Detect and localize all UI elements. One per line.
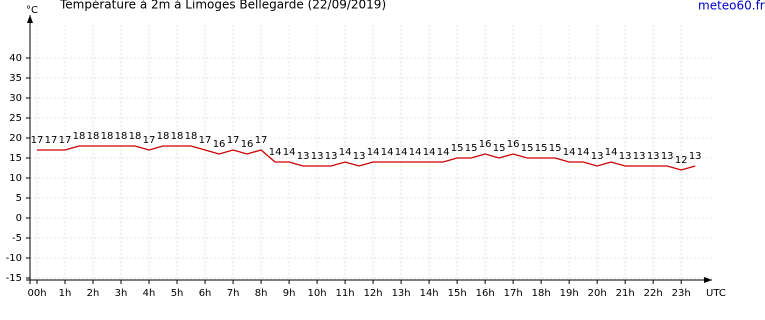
data-label: 17 [255,135,268,146]
data-label: 13 [689,151,702,162]
data-label: 16 [241,139,254,150]
x-tick-label: 23h [672,288,691,299]
data-label: 14 [437,147,450,158]
data-label: 18 [129,131,142,142]
x-tick-label: 4h [143,288,156,299]
data-label: 13 [297,151,310,162]
data-label: 14 [423,147,436,158]
data-label: 18 [185,131,198,142]
data-label: 15 [451,143,464,154]
x-tick-label: 6h [199,288,212,299]
data-label: 14 [269,147,282,158]
y-tick-label: 10 [9,173,22,184]
x-tick-label: 1h [59,288,72,299]
data-label: 18 [115,131,128,142]
data-label: 12 [675,155,688,166]
x-tick-label: 18h [532,288,551,299]
x-tick-label: 5h [171,288,184,299]
x-tick-label: 19h [560,288,579,299]
y-tick-label: -5 [12,233,22,244]
source: meteo60.fr [698,0,765,13]
data-label: 15 [535,143,548,154]
x-tick-label: 10h [308,288,327,299]
x-tick-label: 00h [27,288,46,299]
data-label: 14 [409,147,422,158]
data-label: 18 [73,131,86,142]
data-label: 13 [325,151,338,162]
y-tick-label: 20 [9,133,22,144]
data-label: 15 [549,143,562,154]
x-tick-label: 20h [588,288,607,299]
data-label: 13 [661,151,674,162]
data-label: 15 [465,143,478,154]
data-label: 14 [563,147,576,158]
x-tick-label: 11h [336,288,355,299]
data-label: 14 [339,147,352,158]
y-tick-label: 25 [9,113,22,124]
chart-title: Température à 2m à Limoges Bellegarde (2… [59,0,386,12]
data-label: 16 [479,139,492,150]
data-label: 14 [395,147,408,158]
x-tick-label: 22h [644,288,663,299]
x-axis-label: UTC [706,288,726,299]
x-tick-label: 2h [87,288,100,299]
y-tick-label: 40 [9,53,22,64]
data-label: 17 [227,135,240,146]
y-tick-label: -10 [6,253,22,264]
data-label: 14 [577,147,590,158]
data-label: 16 [213,139,226,150]
y-axis-label: °C [26,5,38,16]
data-label: 14 [283,147,296,158]
y-tick-label: -15 [6,273,22,284]
y-tick-label: 15 [9,153,22,164]
data-label: 14 [381,147,394,158]
x-tick-label: 15h [448,288,467,299]
data-label: 15 [521,143,534,154]
y-tick-label: 35 [9,73,22,84]
x-tick-label: 9h [283,288,296,299]
data-label: 17 [31,135,44,146]
data-label: 13 [353,151,366,162]
x-tick-label: 14h [420,288,439,299]
x-tick-label: 21h [616,288,635,299]
x-tick-label: 17h [504,288,523,299]
x-tick-label: 3h [115,288,128,299]
data-label: 13 [647,151,660,162]
data-label: 17 [199,135,212,146]
x-tick-label: 7h [227,288,240,299]
data-label: 16 [507,139,520,150]
data-label: 17 [143,135,156,146]
data-label: 18 [101,131,114,142]
y-tick-label: 30 [9,93,22,104]
data-label: 14 [367,147,380,158]
data-label: 15 [493,143,506,154]
data-label: 13 [311,151,324,162]
x-tick-label: 13h [392,288,411,299]
data-label: 13 [591,151,604,162]
data-label: 18 [87,131,100,142]
x-axis-arrow [704,277,712,283]
data-label: 14 [605,147,618,158]
data-label: 17 [59,135,72,146]
x-tick-label: 8h [255,288,268,299]
x-tick-label: 16h [476,288,495,299]
data-label: 17 [45,135,58,146]
y-tick-label: 5 [16,193,22,204]
data-label: 13 [633,151,646,162]
x-tick-label: 12h [364,288,383,299]
data-label: 18 [157,131,170,142]
y-axis-arrow [27,15,33,23]
data-label: 13 [619,151,632,162]
data-label: 18 [171,131,184,142]
y-tick-label: 0 [16,213,22,224]
temperature-line [37,145,696,171]
